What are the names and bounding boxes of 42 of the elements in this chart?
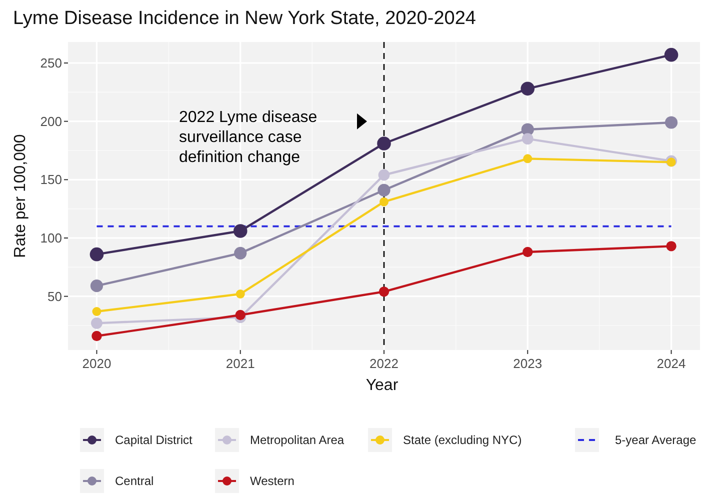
point xyxy=(520,82,535,96)
y-tick-label: 100 xyxy=(40,230,62,246)
chart-title: Lyme Disease Incidence in New York State, 2020-2024 xyxy=(13,8,476,29)
legend-label: Western xyxy=(250,474,294,488)
point xyxy=(664,116,678,129)
legend-label: Metropolitan Area xyxy=(250,433,344,448)
x-tick-label: 2020 xyxy=(82,356,112,371)
point xyxy=(378,169,390,181)
y-tick-label: 50 xyxy=(48,288,62,304)
point xyxy=(92,330,102,342)
y-tick-label: 250 xyxy=(40,56,62,71)
point xyxy=(91,317,102,329)
point xyxy=(92,307,102,316)
point xyxy=(522,246,533,258)
x-tick-label: 2021 xyxy=(226,356,255,371)
y-tick-label: 200 xyxy=(40,114,62,129)
point xyxy=(378,286,390,297)
point xyxy=(234,246,247,260)
x-tick-label: 2023 xyxy=(513,356,542,371)
point xyxy=(666,158,676,167)
point xyxy=(90,247,104,262)
point xyxy=(235,310,246,320)
point xyxy=(664,48,678,62)
point xyxy=(380,197,388,206)
point xyxy=(236,290,245,298)
x-tick-label: 2022 xyxy=(370,356,398,371)
point xyxy=(90,280,104,292)
y-tick-label: 150 xyxy=(40,172,62,188)
point xyxy=(522,133,534,145)
annotation: 2022 Lyme disease surveillance case definition change xyxy=(179,109,318,166)
legend-label: Central xyxy=(115,474,154,488)
point xyxy=(378,184,390,196)
point xyxy=(233,224,248,238)
point xyxy=(666,241,676,252)
y-axis-title: Rate per 100,000 xyxy=(12,134,29,258)
legend-label: Capital District xyxy=(115,433,194,448)
point xyxy=(377,136,391,150)
legend-label: 5-year Average xyxy=(615,433,696,448)
x-tick-label: 2024 xyxy=(656,356,686,371)
point xyxy=(523,154,532,164)
legend-label: State (excluding NYC) xyxy=(403,433,522,448)
x-axis-title: Year xyxy=(366,377,399,394)
